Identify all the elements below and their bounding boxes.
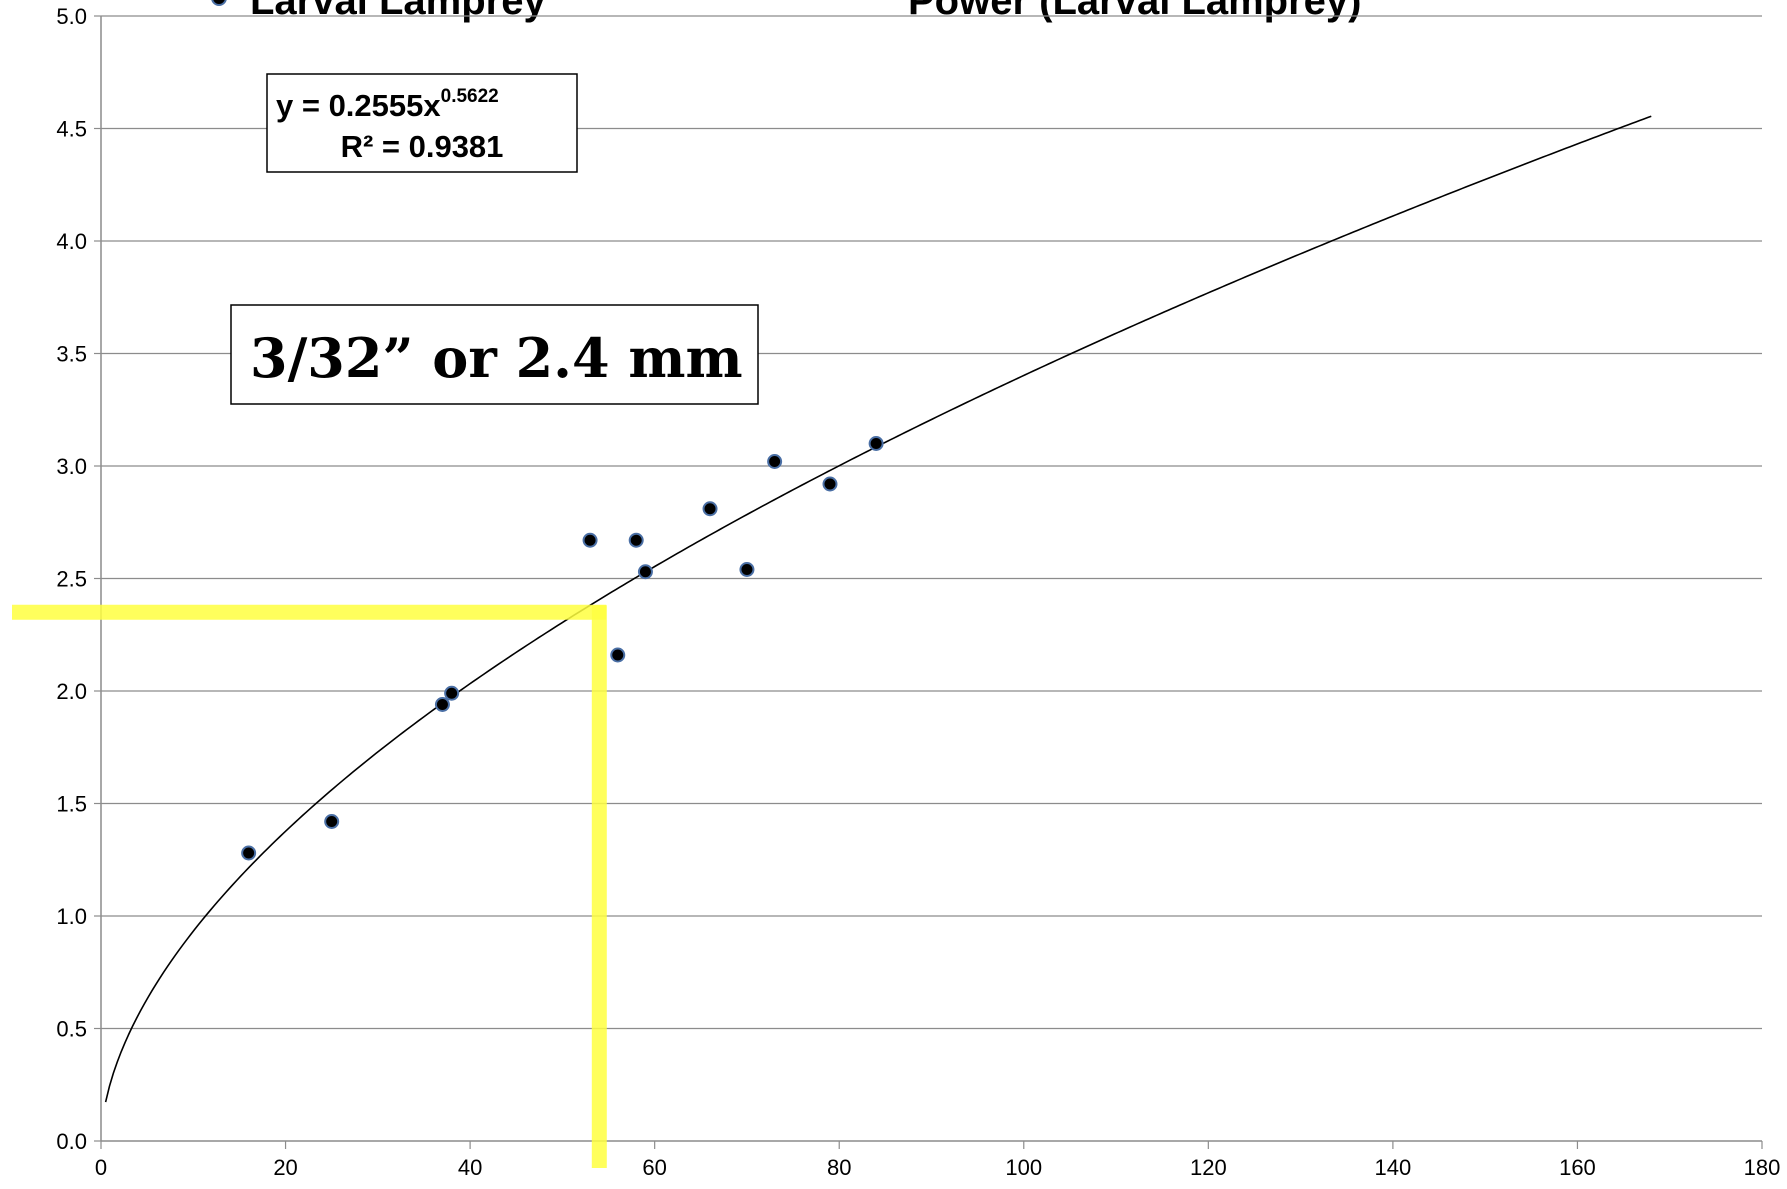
x-tick-label: 160 xyxy=(1559,1155,1596,1180)
data-point xyxy=(767,454,783,469)
annotation-box-border xyxy=(230,304,759,405)
x-tick-label: 60 xyxy=(642,1155,666,1180)
data-point xyxy=(434,697,450,712)
equation-r-squared: R² = 0.9381 xyxy=(341,129,504,164)
y-tick-label: 4.5 xyxy=(56,117,87,142)
annotation-box: 3/32” or 2.4 mm xyxy=(230,304,759,405)
x-tick-label: 140 xyxy=(1375,1155,1412,1180)
y-tick-label: 2.0 xyxy=(56,679,87,704)
x-tick-label: 100 xyxy=(1005,1155,1042,1180)
data-point xyxy=(822,476,838,492)
equation-base: y = 0.2555x xyxy=(276,88,441,123)
data-point xyxy=(582,532,598,548)
x-tick-label: 0 xyxy=(95,1155,107,1180)
data-point xyxy=(628,532,644,548)
y-tick-label: 4.0 xyxy=(56,229,87,254)
annotation-label: 3/32” or 2.4 mm xyxy=(250,326,743,390)
y-tick-label: 1.5 xyxy=(56,792,87,817)
equation-box-border xyxy=(266,73,578,173)
y-tick-labels: 0.0 0.5 1.0 1.5 2.0 2.5 3.0 3.5 4.0 4.5 5.0 xyxy=(56,4,87,1154)
y-tick-label: 0.5 xyxy=(56,1017,87,1042)
y-tick-label: 0.0 xyxy=(56,1129,87,1154)
y-tick-label: 5.0 xyxy=(56,4,87,29)
data-point xyxy=(444,685,460,701)
data-point xyxy=(637,564,653,580)
x-tick-labels: 0 20 40 60 80 100 120 140 160 180 xyxy=(95,1155,1780,1180)
legend-trendline-label: Power (Larval Lamprey) xyxy=(908,0,1362,23)
y-tick-label: 3.0 xyxy=(56,454,87,479)
trendline-equation-box: y = 0.2555x0.5622 R² = 0.9381 xyxy=(266,73,578,173)
y-tick-label: 1.0 xyxy=(56,904,87,929)
legend: Larval Lamprey Power (Larval Lamprey) xyxy=(211,0,1362,23)
x-tick-label: 180 xyxy=(1744,1155,1781,1180)
highlight-layer xyxy=(12,604,607,1168)
equation-line-1: y = 0.2555x0.5622 xyxy=(276,86,499,123)
y-tick-label: 3.5 xyxy=(56,342,87,367)
legend-marker-icon xyxy=(211,0,227,6)
legend-series-label: Larval Lamprey xyxy=(250,0,546,23)
equation-exponent: 0.5622 xyxy=(441,86,499,107)
y-tick-label: 2.5 xyxy=(56,567,87,592)
data-point xyxy=(868,436,884,451)
data-point xyxy=(324,814,340,829)
x-tick-label: 80 xyxy=(827,1155,851,1180)
x-tick-label: 120 xyxy=(1190,1155,1227,1180)
axes xyxy=(94,15,1763,1149)
data-point xyxy=(610,647,626,663)
data-point xyxy=(241,845,257,861)
data-points xyxy=(241,436,884,861)
data-point xyxy=(702,501,718,517)
data-point xyxy=(739,562,755,577)
x-tick-label: 20 xyxy=(273,1155,297,1180)
x-tick-label: 40 xyxy=(458,1155,482,1180)
